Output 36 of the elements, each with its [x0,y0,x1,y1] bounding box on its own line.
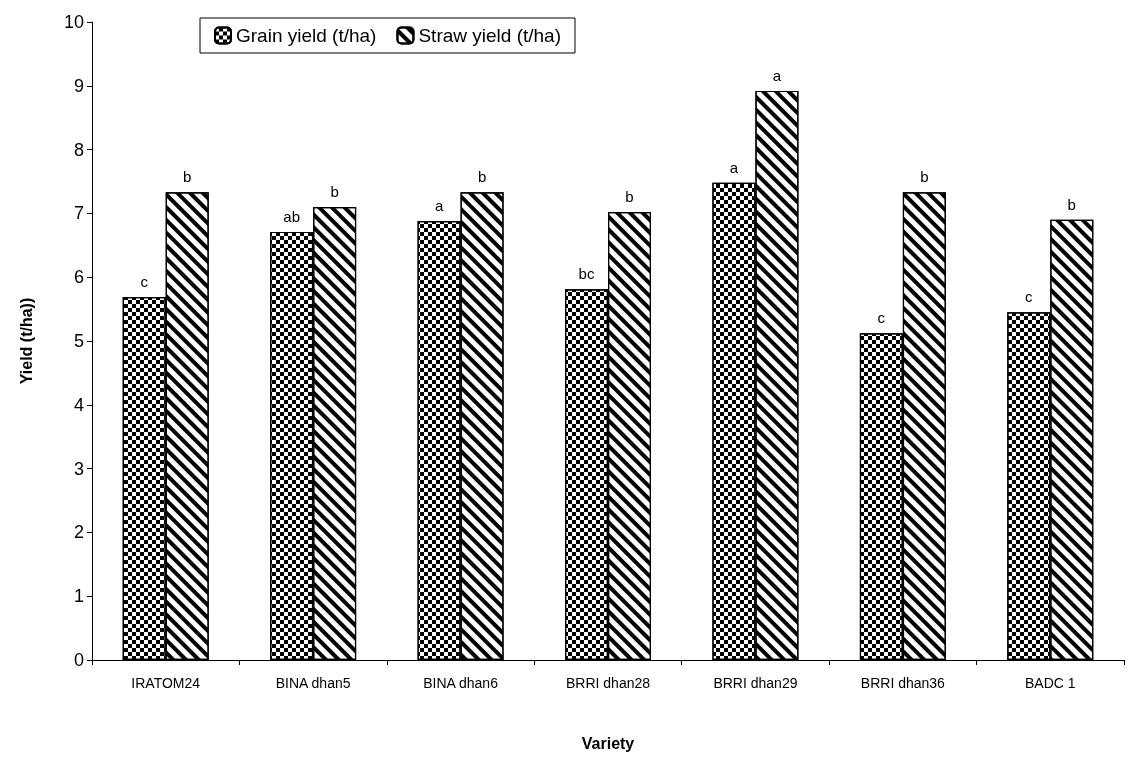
x-tick-label: BADC 1 [1025,675,1076,691]
legend-label: Straw yield (t/ha) [418,25,561,46]
y-tick-label: 4 [73,394,84,415]
x-tick-label: IRATOM24 [131,675,201,691]
data-label: b [183,168,192,186]
y-tick-label: 0 [73,650,84,670]
y-tick-label: 10 [63,12,84,32]
y-axis-title: Yield (t/ha)) [17,297,35,385]
data-label: c [877,309,886,327]
y-tick-label: 3 [73,458,84,479]
y-tick-label: 2 [73,522,84,543]
data-label: a [434,197,444,215]
data-label: c [1025,288,1034,306]
y-tick-label: 7 [73,203,84,224]
data-label: b [330,183,339,201]
data-label: bc [578,265,595,283]
data-label: c [140,272,149,290]
x-tick-label: BRRI dhan36 [860,675,946,691]
data-label: a [729,158,739,176]
legend-label: Grain yield (t/ha) [236,25,377,46]
data-label: a [772,66,782,84]
data-label: b [1067,195,1076,213]
data-label: b [920,168,929,186]
data-label: b [477,168,487,186]
x-tick-label: BINA dhan6 [423,675,499,691]
data-label: b [625,188,634,206]
x-tick-label: BRRI dhan29 [713,675,798,691]
x-tick-label: BRRI dhan28 [565,675,651,691]
y-tick-label: 6 [73,267,84,288]
y-tick-label: 1 [73,586,84,607]
x-axis-title: Variety [581,734,635,752]
data-label: ab [283,207,300,225]
y-tick-label: 5 [73,331,84,351]
x-tick-label: BINA dhan5 [275,675,351,691]
y-tick-label: 8 [73,139,84,160]
y-tick-label: 9 [73,75,84,96]
